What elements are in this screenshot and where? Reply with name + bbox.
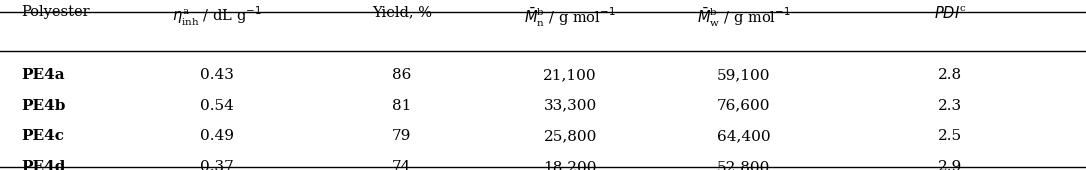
Text: $\mathit{PDI}^{\mathregular{c}}$: $\mathit{PDI}^{\mathregular{c}}$ (934, 5, 967, 21)
Text: 33,300: 33,300 (543, 99, 597, 113)
Text: 0.54: 0.54 (200, 99, 235, 113)
Text: 0.37: 0.37 (200, 160, 235, 170)
Text: Yield, %: Yield, % (371, 5, 432, 19)
Text: $\bar{M}_{\mathregular{w}}^{\mathregular{b}}$ / g mol$^{-1}$: $\bar{M}_{\mathregular{w}}^{\mathregular… (697, 5, 791, 29)
Text: 52,800: 52,800 (717, 160, 771, 170)
Text: PE4b: PE4b (22, 99, 66, 113)
Text: 0.49: 0.49 (200, 129, 235, 143)
Text: 25,800: 25,800 (543, 129, 597, 143)
Text: $\bar{M}_{\mathregular{n}}^{\mathregular{b}}$ / g mol$^{-1}$: $\bar{M}_{\mathregular{n}}^{\mathregular… (525, 5, 616, 29)
Text: 2.3: 2.3 (938, 99, 962, 113)
Text: 2.8: 2.8 (938, 68, 962, 82)
Text: PE4a: PE4a (22, 68, 65, 82)
Text: 2.9: 2.9 (938, 160, 962, 170)
Text: 18,200: 18,200 (543, 160, 597, 170)
Text: 64,400: 64,400 (717, 129, 771, 143)
Text: Polyester: Polyester (22, 5, 90, 19)
Text: $\eta_{\mathregular{inh}}^{\mathregular{a}}$ / dL g$^{-1}$: $\eta_{\mathregular{inh}}^{\mathregular{… (173, 5, 262, 28)
Text: 0.43: 0.43 (200, 68, 235, 82)
Text: 59,100: 59,100 (717, 68, 771, 82)
Text: PE4c: PE4c (22, 129, 65, 143)
Text: PE4d: PE4d (22, 160, 66, 170)
Text: 81: 81 (392, 99, 412, 113)
Text: 21,100: 21,100 (543, 68, 597, 82)
Text: 79: 79 (392, 129, 412, 143)
Text: 74: 74 (392, 160, 412, 170)
Text: 86: 86 (392, 68, 412, 82)
Text: 76,600: 76,600 (717, 99, 771, 113)
Text: 2.5: 2.5 (938, 129, 962, 143)
